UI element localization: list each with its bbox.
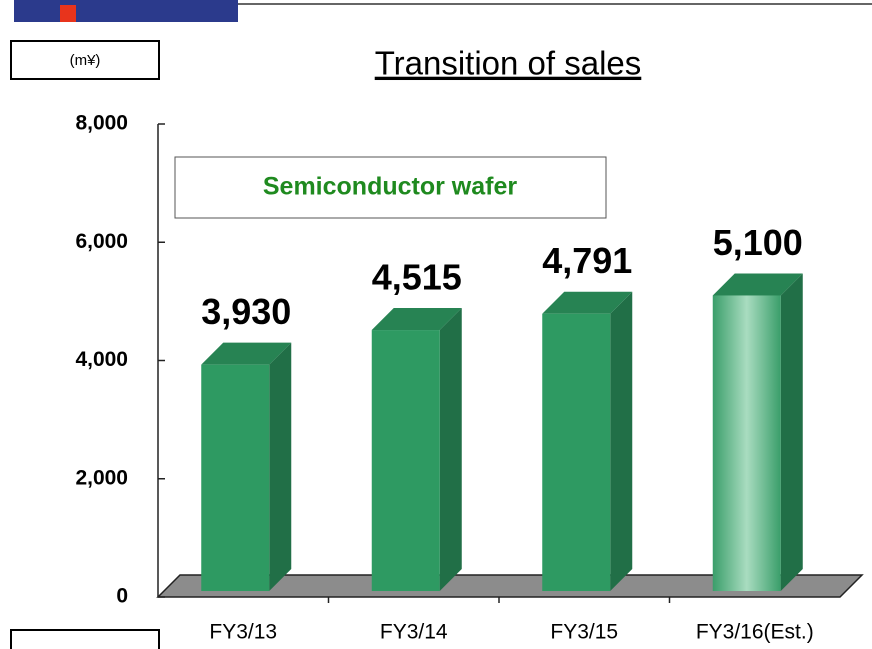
header-accent [60, 5, 76, 22]
data-label: 4,515 [372, 257, 462, 298]
bar-side [439, 308, 462, 591]
legend-box [174, 156, 607, 219]
y-tick-label: 0 [116, 585, 128, 608]
x-tick-label: FY3/15 [550, 621, 618, 644]
x-tick-label: FY3/14 [380, 621, 448, 644]
y-axis-unit: (m¥) [70, 52, 101, 69]
y-tick-label: 2,000 [75, 466, 128, 489]
legend-entry: Semiconductor wafer [263, 173, 517, 201]
data-label: 4,791 [542, 240, 632, 281]
data-label: 3,930 [201, 291, 291, 332]
bar-top [712, 273, 803, 296]
bar-top [371, 308, 462, 331]
y-tick-label: 8,000 [75, 112, 128, 135]
bar-top [201, 342, 292, 365]
bar-top [542, 291, 633, 314]
y-tick-label: 4,000 [75, 348, 128, 371]
bar [542, 313, 611, 591]
bar-side [610, 291, 633, 591]
y-tick-label: 6,000 [75, 230, 128, 253]
x-tick-label: FY3/16(Est.) [696, 621, 814, 644]
bar [201, 364, 270, 591]
bar [371, 330, 440, 591]
bar-side [269, 342, 292, 591]
header-band [14, 0, 238, 22]
floor [156, 574, 864, 598]
data-label: 5,100 [713, 222, 803, 263]
lower-box [10, 629, 160, 649]
chart-title: Transition of sales [375, 45, 642, 82]
x-tick-label: FY3/13 [209, 621, 277, 644]
unit-box [10, 40, 160, 80]
bar-side [780, 273, 803, 591]
bar [712, 295, 781, 591]
